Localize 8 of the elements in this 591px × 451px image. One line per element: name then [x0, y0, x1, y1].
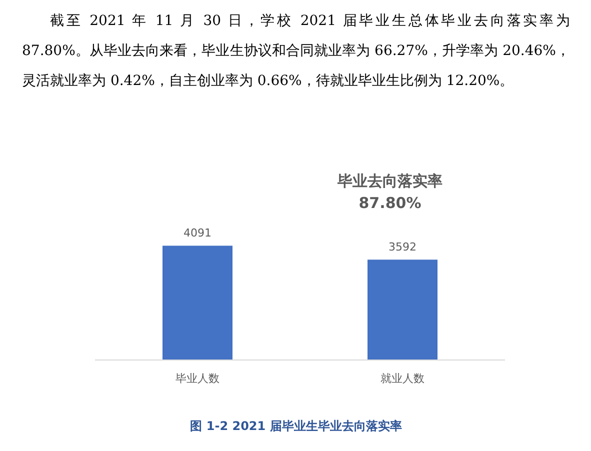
data-label: 4091 [184, 226, 212, 240]
x-tick-label: 毕业人数 [176, 372, 220, 385]
data-label: 3592 [388, 240, 416, 254]
chart-title: 毕业去向落实率 [336, 172, 442, 190]
x-tick-label: 就业人数 [380, 372, 424, 385]
caption: 图 1-2 2021 届毕业生毕业去向落实率 [190, 419, 402, 433]
text: 截至 2021 年 11 月 30 日，学校 2021 届毕业生总体毕业去向落实率为 87.80%。从毕业去向来看，毕业生协议和合同就业率为 66.27%，升学率为 20.46%，灵活就业率为 0.42%，自主创业率为 0.66%，待就业毕业生比例为 12.20%。 [22, 12, 570, 91]
chart-subtitle: 87.80% [358, 194, 422, 212]
